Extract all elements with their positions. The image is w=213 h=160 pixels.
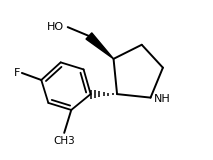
Text: NH: NH: [154, 94, 170, 104]
Text: F: F: [14, 68, 20, 78]
Text: HO: HO: [47, 22, 64, 32]
Text: CH3: CH3: [53, 136, 75, 146]
Polygon shape: [86, 33, 114, 59]
